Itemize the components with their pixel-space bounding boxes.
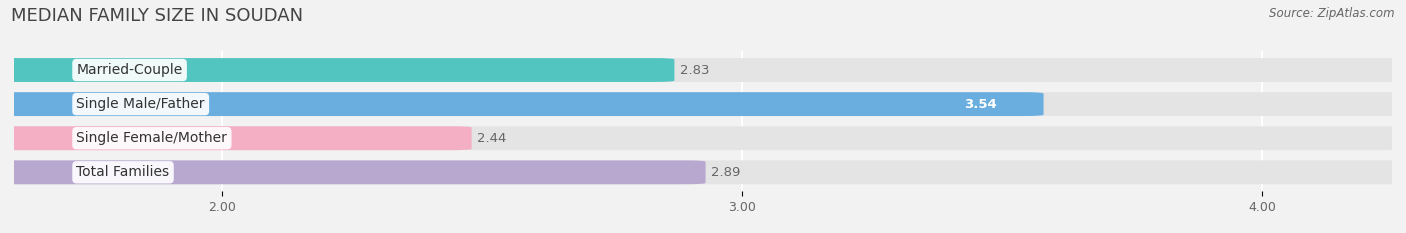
FancyBboxPatch shape <box>0 92 1406 116</box>
Text: MEDIAN FAMILY SIZE IN SOUDAN: MEDIAN FAMILY SIZE IN SOUDAN <box>11 7 304 25</box>
Text: 2.83: 2.83 <box>679 64 709 76</box>
Text: Married-Couple: Married-Couple <box>76 63 183 77</box>
FancyBboxPatch shape <box>0 58 675 82</box>
FancyBboxPatch shape <box>0 160 706 184</box>
FancyBboxPatch shape <box>0 92 1043 116</box>
FancyBboxPatch shape <box>0 126 1406 150</box>
Text: Total Families: Total Families <box>76 165 170 179</box>
Text: Single Female/Mother: Single Female/Mother <box>76 131 228 145</box>
FancyBboxPatch shape <box>0 126 471 150</box>
Text: 2.44: 2.44 <box>477 132 506 145</box>
FancyBboxPatch shape <box>0 58 1406 82</box>
FancyBboxPatch shape <box>0 160 1406 184</box>
Text: Source: ZipAtlas.com: Source: ZipAtlas.com <box>1270 7 1395 20</box>
Text: 3.54: 3.54 <box>965 98 997 111</box>
Text: Single Male/Father: Single Male/Father <box>76 97 205 111</box>
Text: 2.89: 2.89 <box>711 166 740 179</box>
